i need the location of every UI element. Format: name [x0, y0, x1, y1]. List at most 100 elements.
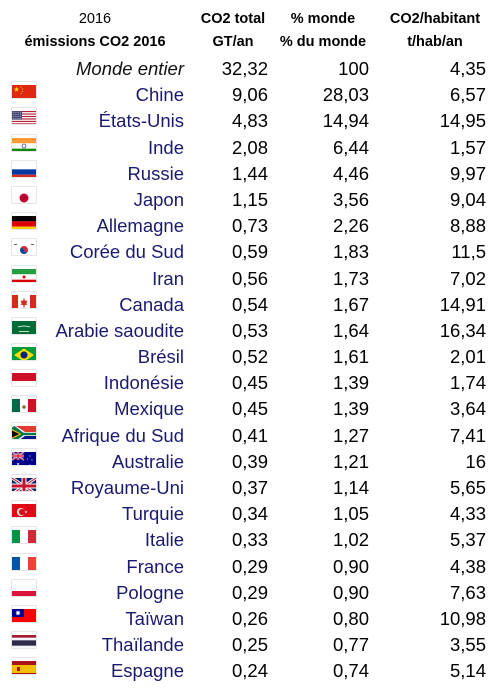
- percent-world-value: 1,39: [332, 398, 369, 420]
- percent-world-value: 2,26: [332, 215, 369, 237]
- percent-world-value: 100: [338, 58, 369, 79]
- percent-world-value: 1,83: [332, 241, 369, 263]
- percent-world-value: 0,90: [332, 555, 369, 577]
- table-row: Turquie 0,34 1,05 4,33: [0, 501, 500, 527]
- percent-world-value: 1,73: [332, 267, 369, 289]
- brazil-flag-icon: [12, 344, 36, 361]
- co2-per-capita-value: 1,74: [449, 372, 486, 394]
- table-row: Brésil 0,52 1,61 2,01: [0, 344, 500, 370]
- country-name: Russie: [127, 162, 184, 184]
- table-row: Australie 0,39 1,21 16: [0, 449, 500, 475]
- co2-per-capita-value: 1,57: [449, 136, 486, 158]
- south-korea-flag-icon: [12, 239, 36, 256]
- table-row: Japon 1,15 3,56 9,04: [0, 187, 500, 213]
- co2-total-value: 0,73: [231, 215, 268, 237]
- percent-world-value: 14,94: [322, 110, 369, 132]
- co2-total-value: 2,08: [231, 136, 268, 158]
- country-name: Indonésie: [103, 372, 184, 394]
- country-name: Arabie saoudite: [55, 319, 184, 341]
- country-name: États-Unis: [98, 110, 184, 132]
- country-name: Australie: [112, 450, 184, 472]
- table-row: Canada 0,54 1,67 14,91: [0, 292, 500, 318]
- co2-per-capita-value: 7,63: [449, 581, 486, 603]
- percent-world-value: 6,44: [332, 136, 369, 158]
- co2-per-capita-value: 16: [465, 450, 486, 472]
- percent-world-value: 28,03: [322, 84, 369, 106]
- table-row: Iran 0,56 1,73 7,02: [0, 266, 500, 292]
- co2-total-value: 0,53: [231, 319, 268, 341]
- co2-total-value: 0,37: [231, 477, 268, 498]
- co2-per-capita-value: 7,02: [449, 267, 486, 289]
- mexico-flag-icon: [12, 396, 36, 413]
- co2-per-capita-value: 4,38: [449, 555, 486, 577]
- emissions-table: Monde entier 32,32 100 4,35 Chine 9,06 28,03 6,…: [0, 56, 500, 685]
- south-africa-flag-icon: [12, 423, 36, 439]
- co2-per-capita-value: 3,64: [449, 398, 486, 420]
- china-flag-icon: [12, 82, 36, 99]
- table-row: Taïwan 0,26 0,80 10,98: [0, 606, 500, 632]
- percent-world-value: 1,02: [332, 529, 369, 551]
- co2-per-capita-value: 7,41: [449, 424, 486, 446]
- co2-per-capita-value: 9,04: [449, 188, 486, 210]
- co2-per-capita-value: 16,34: [439, 319, 486, 341]
- japan-flag-icon: [12, 187, 36, 203]
- co2-total-value: 0,41: [231, 424, 268, 446]
- co2-total-value: 32,32: [221, 58, 268, 79]
- indonesia-flag-icon: [12, 370, 36, 387]
- table-row: France 0,29 0,90 4,38: [0, 554, 500, 580]
- table-row: Mexique 0,45 1,39 3,64: [0, 396, 500, 422]
- co2-per-capita-value: 9,97: [449, 162, 486, 184]
- country-name: Brésil: [137, 346, 184, 368]
- table-row: Chine 9,06 28,03 6,57: [0, 82, 500, 108]
- co2-total-value: 0,59: [231, 241, 268, 263]
- column-header-pct-line2: % du monde: [279, 34, 367, 50]
- table-row: Russie 1,44 4,46 9,97: [0, 161, 500, 187]
- co2-per-capita-value: 14,91: [439, 293, 486, 315]
- co2-per-capita-value: 5,65: [449, 477, 486, 498]
- poland-flag-icon: [12, 580, 36, 596]
- table-row: Royaume-Uni 0,37 1,14 5,65: [0, 475, 500, 501]
- australia-flag-icon: [12, 449, 36, 465]
- france-flag-icon: [12, 554, 36, 570]
- table-row: Afrique du Sud 0,41 1,27 7,41: [0, 423, 500, 449]
- country-name: Pologne: [116, 581, 184, 603]
- co2-per-capita-value: 5,37: [449, 529, 486, 551]
- percent-world-value: 1,14: [332, 477, 369, 498]
- table-row: Monde entier 32,32 100 4,35: [0, 56, 500, 82]
- co2-total-value: 0,29: [231, 555, 268, 577]
- co2-per-capita-value: 5,14: [449, 660, 486, 682]
- taiwan-flag-icon: [12, 606, 36, 622]
- country-name: Monde entier: [76, 58, 184, 79]
- table-row: Italie 0,33 1,02 5,37: [0, 527, 500, 553]
- co2-total-value: 0,39: [231, 450, 268, 472]
- table-row: Thaïlande 0,25 0,77 3,55: [0, 632, 500, 658]
- percent-world-value: 1,67: [332, 293, 369, 315]
- country-name: Mexique: [114, 398, 184, 420]
- country-name: Turquie: [121, 503, 184, 525]
- co2-per-capita-value: 4,35: [449, 58, 486, 79]
- table-row: Corée du Sud 0,59 1,83 11,5: [0, 239, 500, 265]
- co2-total-value: 0,56: [231, 267, 268, 289]
- co2-total-value: 0,25: [231, 634, 268, 656]
- percent-world-value: 0,77: [332, 634, 369, 656]
- country-name: Thaïlande: [101, 634, 184, 656]
- country-name: Iran: [152, 267, 184, 289]
- column-header-co2-line1: CO2 total: [200, 11, 266, 27]
- italy-flag-icon: [12, 527, 36, 544]
- percent-world-value: 1,21: [332, 450, 369, 472]
- country-name: Royaume-Uni: [70, 477, 184, 498]
- saudi-arabia-flag-icon: [12, 318, 36, 334]
- country-name: Chine: [135, 84, 184, 106]
- co2-total-value: 0,52: [231, 346, 268, 368]
- iran-flag-icon: [12, 266, 36, 282]
- india-flag-icon: [12, 135, 36, 151]
- table-row: Pologne 0,29 0,90 7,63: [0, 580, 500, 606]
- percent-world-value: 0,80: [332, 607, 369, 629]
- co2-total-value: 0,45: [231, 372, 268, 394]
- uk-flag-icon: [12, 475, 36, 491]
- canada-flag-icon: [12, 292, 36, 308]
- table-title: émissions CO2 2016: [24, 34, 166, 50]
- country-name: Taïwan: [125, 607, 184, 629]
- germany-flag-icon: [12, 213, 36, 230]
- column-header-pct-line1: % monde: [290, 11, 356, 27]
